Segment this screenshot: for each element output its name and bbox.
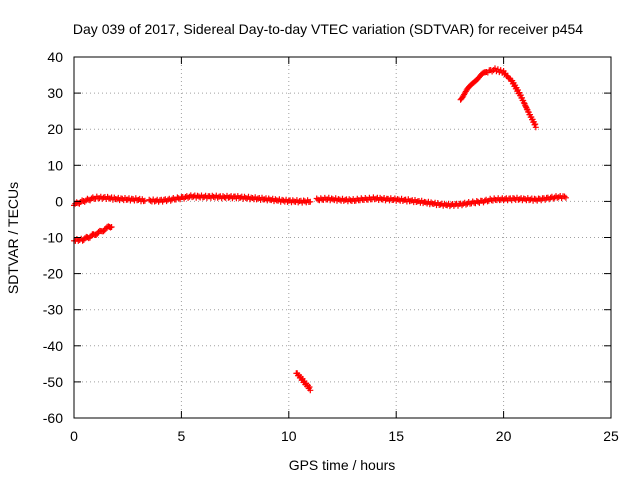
grid [74,57,611,418]
x-tick-label: 20 [496,428,512,444]
x-tick-label: 5 [178,428,186,444]
data-point [475,198,482,205]
series-arc-main-1 [71,193,148,209]
y-tick-label: 20 [47,121,63,137]
data-point [527,196,534,203]
y-tick-label: 30 [47,85,63,101]
series-arc-negative-start [71,223,115,244]
data-point [307,198,314,205]
data-point [522,196,529,202]
y-tick-label: 10 [47,157,63,173]
x-tick-labels: 0 5 10 15 20 25 [70,428,619,444]
series-arc-low [293,370,314,394]
x-tick-label: 25 [603,428,619,444]
data-point [237,194,244,201]
data-point [516,196,523,203]
y-tick-label: -10 [43,230,63,246]
data-point [190,193,197,200]
y-tick-label: -20 [43,266,63,282]
data-point [85,196,92,203]
data-point [306,384,313,390]
data-point [517,92,524,99]
data-point [395,196,402,203]
data-point [430,201,437,207]
y-tick-label: 0 [55,193,63,209]
data-point [336,196,343,203]
series-arc-main-3 [313,193,569,210]
data-point [437,201,444,208]
series-arc-main-2 [146,192,314,206]
chart-title: Day 039 of 2017, Sidereal Day-to-day VTE… [73,21,583,37]
y-tick-label: -30 [43,302,63,318]
data-point [307,387,314,394]
data-point [562,194,569,201]
data-points [71,65,569,394]
y-tick-labels: 40 30 20 10 0 -10 -20 -30 -40 -50 -60 [43,49,63,426]
series-arc-peak [457,65,539,131]
x-tick-label: 10 [281,428,297,444]
y-tick-label: -50 [43,374,63,390]
y-tick-label: -60 [43,410,63,426]
x-tick-label: 15 [388,428,404,444]
y-axis-label: SDTVAR / TECUs [5,182,21,294]
axis-ticks [73,56,612,419]
data-point [141,197,148,204]
x-axis-label: GPS time / hours [289,457,396,473]
y-tick-label: -40 [43,338,63,354]
y-tick-label: 40 [47,49,63,65]
x-tick-label: 0 [70,428,78,444]
data-point [93,232,100,238]
data-point [108,224,115,230]
data-point [532,124,539,131]
data-point [152,197,159,204]
